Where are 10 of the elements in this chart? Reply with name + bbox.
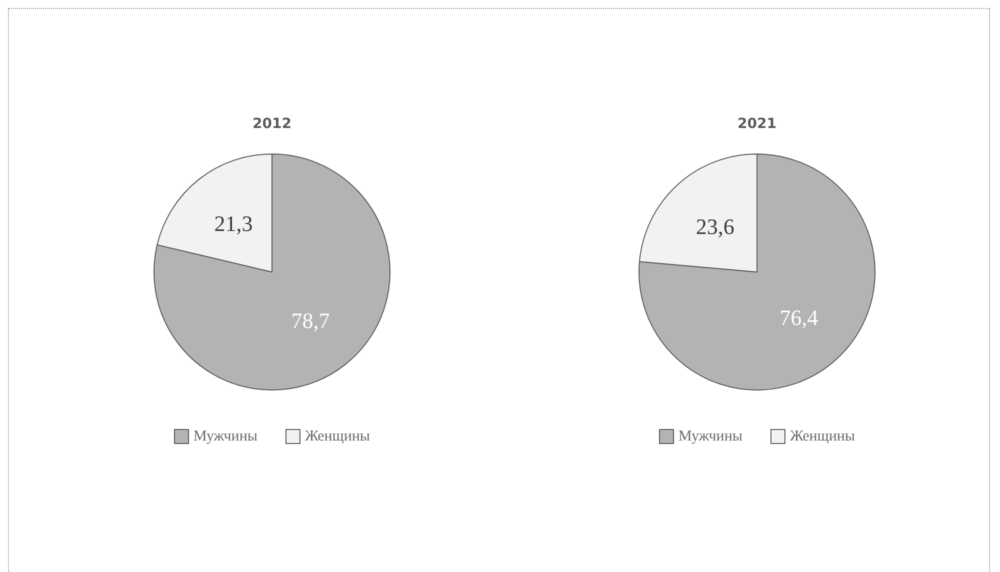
legend-label: Женщины [790, 428, 855, 444]
legend-label: Мужчины [678, 428, 742, 444]
legend-label: Женщины [304, 428, 370, 444]
data-label: 78,7 [291, 308, 330, 334]
chart-title: 2021 [738, 116, 776, 132]
chart-title: 2012 [252, 116, 292, 132]
data-label: 76,4 [780, 305, 818, 330]
data-label: 23,6 [696, 214, 734, 239]
legend-label: Мужчины [194, 428, 258, 444]
data-label: 21,3 [214, 210, 253, 236]
